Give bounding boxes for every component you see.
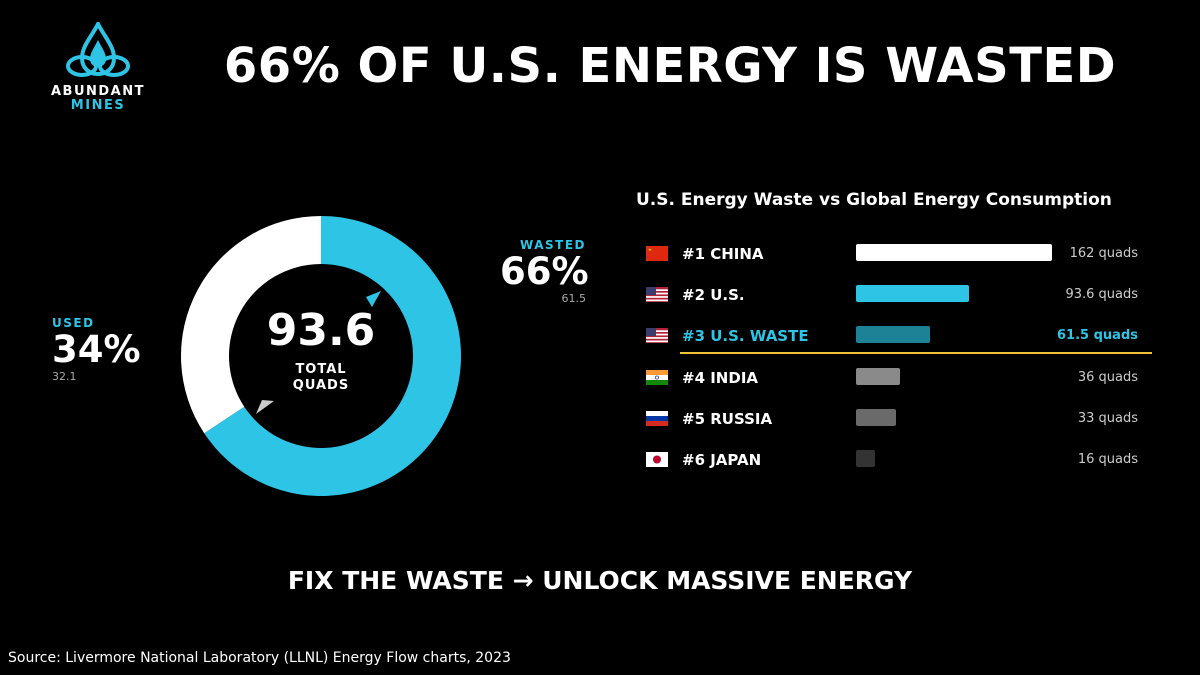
donut-chart (180, 216, 461, 496)
bar (856, 285, 969, 302)
bar (856, 450, 875, 467)
bar-label: #5 RUSSIA (682, 410, 773, 428)
used-label: USED (52, 316, 95, 330)
india-flag-icon (646, 370, 668, 385)
russia-flag-icon (646, 411, 668, 426)
bar-row-china: #1 CHINA 162 quads (646, 242, 1146, 268)
bar (856, 409, 896, 426)
tagline: FIX THE WASTE → UNLOCK MASSIVE ENERGY (287, 566, 913, 595)
bar-row-us: #2 U.S. 93.6 quads (646, 283, 1146, 309)
wasted-label-group: WASTED 66% 61.5 (500, 238, 589, 305)
us-flag-icon (646, 328, 668, 343)
bar-value-label: 162 quads (1069, 246, 1138, 261)
bar-value-label: 16 quads (1077, 452, 1138, 467)
bar-label: #4 INDIA (682, 369, 759, 387)
used-value: 32.1 (52, 370, 77, 383)
bar (856, 368, 900, 385)
wasted-percent: 66% (500, 250, 589, 293)
bar (856, 244, 1052, 261)
donut-slice-wasted (204, 216, 461, 496)
page-title: 66% OF U.S. ENERGY IS WASTED (223, 38, 1117, 94)
donut-center: 93.6 TOTAL QUADS (236, 308, 406, 394)
total-quads-label-line1: TOTAL (295, 362, 347, 377)
bar-label: #2 U.S. (682, 286, 745, 304)
bar-label: #3 U.S. WASTE (682, 327, 809, 345)
wasted-value: 61.5 (561, 292, 587, 305)
bar-row-japan: #6 JAPAN 16 quads (646, 448, 1146, 474)
us-flag-icon (646, 287, 668, 302)
bar-value-label: 33 quads (1077, 411, 1138, 426)
bar-value-label: 61.5 quads (1057, 328, 1138, 343)
source-citation: Source: Livermore National Laboratory (L… (8, 650, 511, 666)
china-flag-icon (646, 246, 668, 261)
donut-slice-used (180, 216, 321, 434)
bar-label: #6 JAPAN (682, 451, 762, 469)
logo-text-mines: MINES (70, 98, 126, 113)
bar-row-russia: #5 RUSSIA 33 quads (646, 407, 1146, 433)
bar-value-label: 93.6 quads (1065, 287, 1138, 302)
bar (856, 326, 930, 343)
total-quads-value: 93.6 (266, 305, 376, 356)
wasted-label: WASTED (520, 238, 586, 252)
water-drop-knot-icon (66, 22, 130, 77)
used-percent: 34% (52, 328, 141, 371)
bar-row-india: #4 INDIA 36 quads (646, 366, 1146, 392)
bar-value-label: 36 quads (1077, 370, 1138, 385)
bar-label: #1 CHINA (682, 245, 764, 263)
bar-row-us-waste: #3 U.S. WASTE 61.5 quads (646, 324, 1146, 350)
total-quads-label-line2: QUADS (292, 378, 350, 393)
japan-flag-icon (646, 452, 668, 467)
highlight-divider-line (680, 352, 1152, 354)
logo-text-abundant: ABUNDANT (50, 84, 145, 99)
bar-chart-title: U.S. Energy Waste vs Global Energy Consu… (636, 190, 1112, 210)
logo: ABUNDANT MINES (48, 22, 148, 112)
used-label-group: USED 34% 32.1 (52, 316, 141, 383)
wasted-pointer-marker (366, 291, 381, 307)
used-pointer-marker (256, 400, 274, 414)
